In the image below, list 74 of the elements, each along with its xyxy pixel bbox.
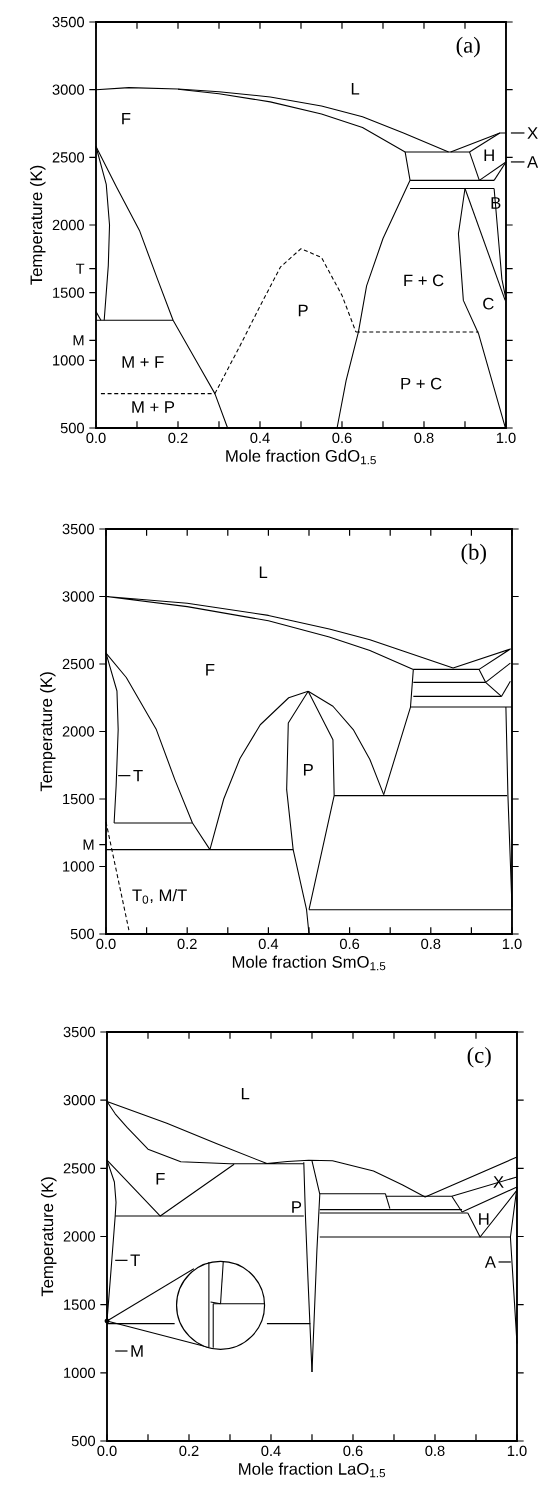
y-axis-title: Temperature (K)	[39, 672, 56, 792]
x-tick-label: 0.4	[258, 938, 279, 950]
y-tick-label: 2000	[63, 1231, 96, 1242]
y-tick-label: 3000	[52, 84, 85, 95]
text: (c)	[467, 1046, 491, 1068]
y-tick-label: 2500	[63, 1163, 96, 1174]
annotation: F + C	[404, 274, 444, 287]
annotation: L	[259, 566, 268, 579]
y-tick-label: 3500	[52, 16, 85, 28]
text: (a)	[456, 36, 480, 58]
y-tick-label: M	[73, 335, 84, 346]
annotation: F	[122, 112, 131, 125]
x-tick-label: 0.8	[414, 432, 434, 444]
annotation: F	[156, 1172, 165, 1185]
annotation: H	[484, 149, 494, 162]
x-tick-label: 0.2	[177, 938, 197, 950]
annotation: P	[292, 1201, 302, 1213]
y-tick-label: 1500	[64, 1299, 96, 1310]
y-tick-label: 500	[70, 928, 95, 940]
annotation: X	[527, 127, 538, 139]
x-tick-label: 0.0	[96, 938, 116, 950]
x-tick-label: 0.6	[339, 938, 360, 950]
y-tick-label: 3000	[63, 1094, 96, 1106]
x-tick-label: 0.0	[97, 1445, 117, 1457]
annotation: F	[206, 663, 215, 676]
x-tick-label: 1.0	[507, 1445, 527, 1457]
annotation: C	[483, 297, 494, 310]
x-axis-title: Mole fraction SmO$_{1.5}$	[232, 955, 386, 971]
annotation: T	[130, 1254, 140, 1267]
y-tick-label: T	[76, 263, 85, 274]
annotation: P	[298, 304, 308, 317]
y-tick-label: 2000	[52, 219, 85, 231]
annotation: P	[303, 763, 313, 776]
annotation: A	[484, 1256, 496, 1268]
annotation: H	[479, 1213, 489, 1225]
y-tick-label: 1500	[63, 793, 95, 805]
x-axis-title: Mole fraction LaO$_{1.5}$	[239, 1462, 386, 1478]
y-tick-label: 2500	[62, 658, 95, 670]
annotation: P + C	[401, 377, 442, 390]
x-tick-label: 1.0	[502, 938, 522, 950]
annotation: T	[133, 769, 143, 782]
y-tick-label: 1000	[63, 861, 95, 872]
x-tick-label: 0.2	[168, 432, 188, 444]
annotation: T$_{0}$, M/T	[132, 888, 187, 904]
annotation: L	[241, 1087, 250, 1100]
y-tick-label: 3000	[62, 591, 95, 602]
x-tick-label: 0.4	[250, 432, 270, 444]
y-tick-label: 3500	[62, 523, 95, 535]
annotation: A	[527, 156, 539, 168]
x-tick-label: 0.0	[86, 432, 106, 444]
y-tick-label: 2000	[62, 726, 95, 737]
annotation: L	[351, 83, 360, 95]
y-tick-label: 500	[60, 422, 85, 434]
annotation: M + P	[132, 401, 175, 413]
x-tick-label: 0.4	[261, 1445, 281, 1457]
x-axis-title: Mole fraction GdO$_{1.5}$	[226, 449, 376, 465]
annotation: M	[131, 1345, 143, 1357]
x-tick-label: 0.8	[425, 1445, 445, 1457]
x-tick-label: 0.8	[421, 938, 441, 950]
y-tick-label: 500	[71, 1435, 96, 1447]
x-tick-label: 0.2	[179, 1445, 199, 1457]
text: (b)	[461, 543, 486, 565]
y-axis-title: Temperature (K)	[29, 165, 46, 285]
y-tick-label: 3500	[63, 1026, 96, 1038]
x-tick-label: 0.6	[343, 1445, 363, 1457]
y-tick-label: 1000	[53, 355, 85, 366]
x-tick-label: 1.0	[496, 432, 516, 444]
x-tick-label: 0.6	[332, 432, 352, 444]
y-tick-label: 1000	[64, 1367, 96, 1379]
y-tick-label: M	[83, 839, 94, 850]
y-axis-title: Temperature (K)	[40, 1177, 57, 1297]
annotation: M + F	[122, 356, 164, 368]
y-tick-label: 1500	[53, 287, 85, 298]
y-tick-label: 2500	[52, 152, 85, 163]
